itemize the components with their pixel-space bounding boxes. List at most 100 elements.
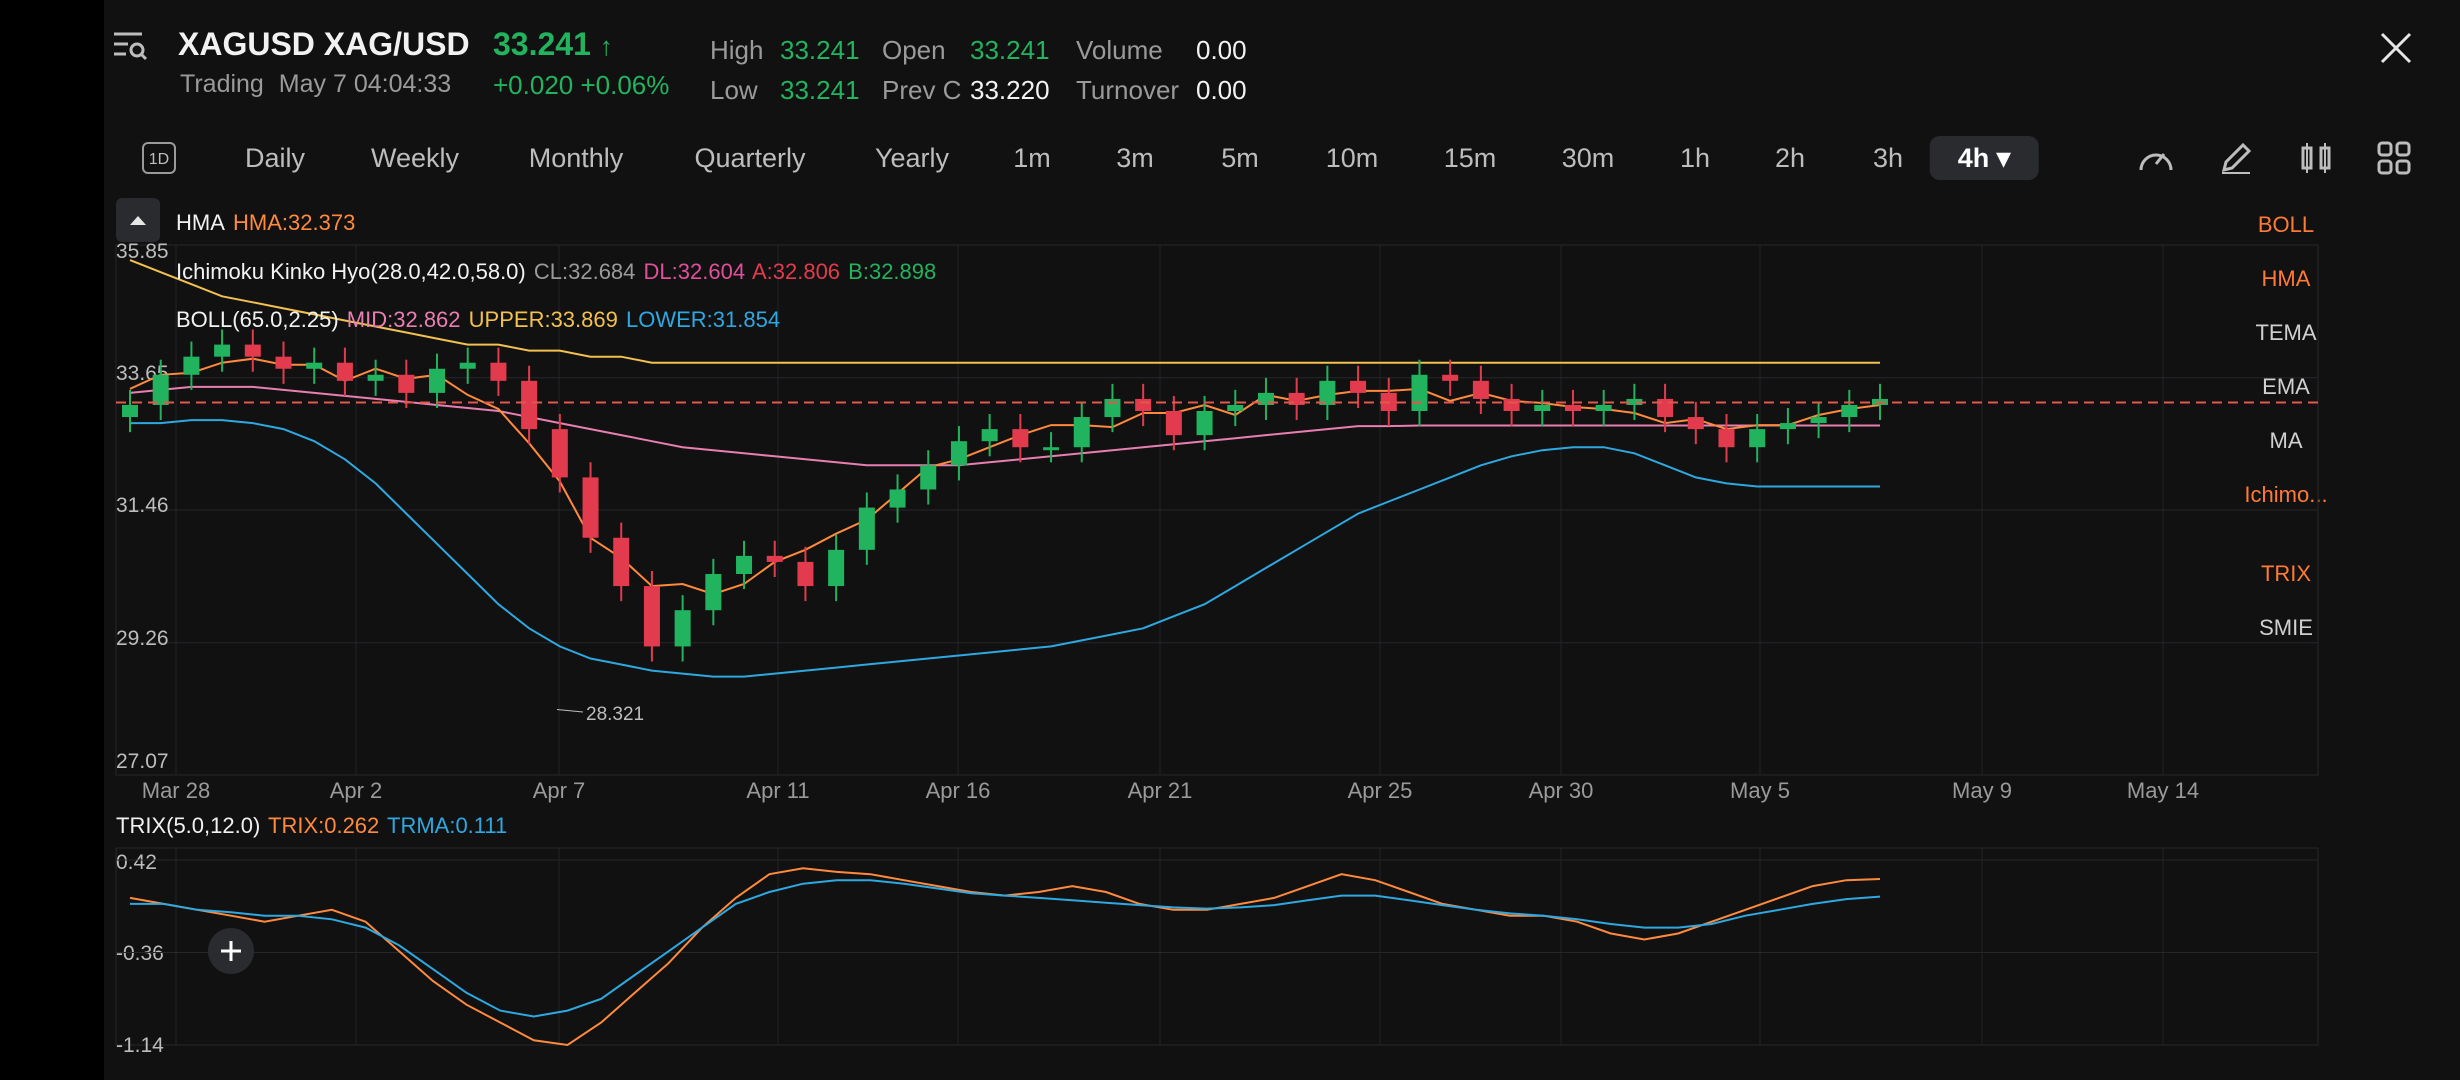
candle-body <box>1135 398 1152 412</box>
candle-body <box>736 555 753 574</box>
candle-body <box>797 561 814 587</box>
period-calendar-icon[interactable]: 1D <box>142 142 176 174</box>
indicator-smie[interactable]: SMIE <box>2259 615 2313 640</box>
volume-value: 0.00 <box>1196 35 1247 65</box>
tab-5m[interactable]: 5m <box>1221 143 1259 173</box>
trix-y-tick-label: 0.42 <box>116 851 157 874</box>
series-boll-lower <box>130 419 1880 678</box>
candle-body <box>429 368 446 393</box>
tab-yearly[interactable]: Yearly <box>874 143 950 173</box>
tab-3h[interactable]: 3h <box>1872 143 1904 173</box>
candle-body <box>981 429 998 442</box>
candle-body <box>1841 404 1858 418</box>
x-tick-label: Apr 2 <box>330 778 383 803</box>
x-tick-label: May 5 <box>1730 778 1790 803</box>
min-price-label: 28.321 <box>586 704 645 725</box>
menu-search-icon[interactable] <box>112 30 148 62</box>
x-tick-label: Mar 28 <box>142 778 210 803</box>
indicator-trix[interactable]: TRIX <box>2260 561 2312 586</box>
indicator-ichimo[interactable]: Ichimo... <box>2244 482 2328 507</box>
candle-body <box>1411 374 1428 412</box>
ichimoku-legend: Ichimoku Kinko Hyo(28.0,42.0,58.0) CL:32… <box>176 259 937 284</box>
x-tick-label: Apr 30 <box>1529 778 1594 803</box>
trix-y-tick-label: -1.14 <box>116 1034 164 1057</box>
candle-body <box>1350 380 1367 393</box>
tab-30m[interactable]: 30m <box>1561 143 1615 173</box>
current-price: 33.241 ↑ <box>493 26 613 63</box>
tab-3m[interactable]: 3m <box>1116 143 1154 173</box>
candle-body <box>275 356 292 369</box>
indicator-tema[interactable]: TEMA <box>2255 320 2317 345</box>
candle-body <box>582 477 599 538</box>
add-indicator-button[interactable] <box>208 928 254 974</box>
candle-body <box>920 465 937 490</box>
x-tick-label: May 14 <box>2127 778 2199 803</box>
candle-body <box>1227 404 1244 412</box>
tab-quarterly[interactable]: Quarterly <box>694 143 806 173</box>
status-label: Trading <box>180 70 264 98</box>
hma-legend: HMA HMA:32.373 <box>176 210 356 235</box>
turnover-value: 0.00 <box>1196 75 1247 105</box>
tab-daily[interactable]: Daily <box>244 143 306 173</box>
candle-body <box>1564 404 1581 412</box>
close-icon[interactable] <box>2378 30 2414 66</box>
tab-monthly[interactable]: Monthly <box>528 143 624 173</box>
tab-2h[interactable]: 2h <box>1774 143 1806 173</box>
status-datetime: May 7 04:04:33 <box>278 70 452 98</box>
tab-1h[interactable]: 1h <box>1679 143 1711 173</box>
candle-body <box>1749 429 1766 448</box>
candle-body <box>674 610 691 647</box>
high-value: 33.241 <box>780 35 860 65</box>
tab-15m[interactable]: 15m <box>1443 143 1497 173</box>
candle-body <box>214 344 231 357</box>
trading-status: Trading May 7 04:04:33 <box>180 70 451 99</box>
candle-body <box>459 362 476 369</box>
tab-10m[interactable]: 10m <box>1325 143 1379 173</box>
candle-body <box>183 356 200 375</box>
trix-y-tick-label: -0.36 <box>116 942 164 965</box>
candle-body <box>1534 404 1551 412</box>
low-value: 33.241 <box>780 75 860 105</box>
candle-body <box>613 537 630 587</box>
indicator-ma[interactable]: MA <box>2269 428 2303 453</box>
tab-weekly[interactable]: Weekly <box>370 143 460 173</box>
candle-body <box>521 380 538 430</box>
candle-body <box>1472 380 1489 399</box>
y-tick-label: 35.85 <box>116 240 169 263</box>
candle-body <box>152 374 169 405</box>
indicator-boll[interactable]: BOLL <box>2257 212 2315 237</box>
candle-body <box>1810 417 1827 424</box>
candle-body <box>1595 404 1612 412</box>
indicator-hma[interactable]: HMA <box>2261 266 2311 291</box>
candle-body <box>1626 398 1643 405</box>
candle-body <box>858 507 875 550</box>
price-change: +0.020 +0.06% <box>493 70 670 100</box>
candle-body <box>1012 429 1029 448</box>
candle-body <box>1043 447 1060 451</box>
candle-body <box>1503 398 1520 412</box>
candle-body <box>336 362 353 381</box>
candle-body <box>122 404 138 418</box>
price-up-arrow-icon: ↑ <box>599 31 613 61</box>
collapse-legend-button[interactable] <box>116 198 160 242</box>
x-tick-label: May 9 <box>1952 778 2012 803</box>
caret-up-icon <box>130 216 146 225</box>
x-tick-label: Apr 21 <box>1128 778 1193 803</box>
y-tick-label: 29.26 <box>116 627 169 650</box>
candle-body <box>1687 417 1704 430</box>
candle-body <box>1073 417 1090 448</box>
series-hma <box>129 357 1881 596</box>
tab-1m[interactable]: 1m <box>1013 143 1051 173</box>
candle-body <box>1779 423 1796 430</box>
min-price-pointer <box>556 708 584 713</box>
open-value: 33.241 <box>970 35 1050 65</box>
candle-body <box>643 586 660 647</box>
x-tick-label: Apr 7 <box>533 778 586 803</box>
boll-legend: BOLL(65.0,2.25) MID:32.862 UPPER:33.869 … <box>176 307 781 332</box>
tab-4h[interactable]: 4h ▾ <box>1929 136 2039 180</box>
series-boll-mid <box>129 385 1880 467</box>
x-tick-label: Apr 25 <box>1348 778 1413 803</box>
y-tick-label: 31.46 <box>116 494 169 517</box>
candle-body <box>367 374 384 381</box>
